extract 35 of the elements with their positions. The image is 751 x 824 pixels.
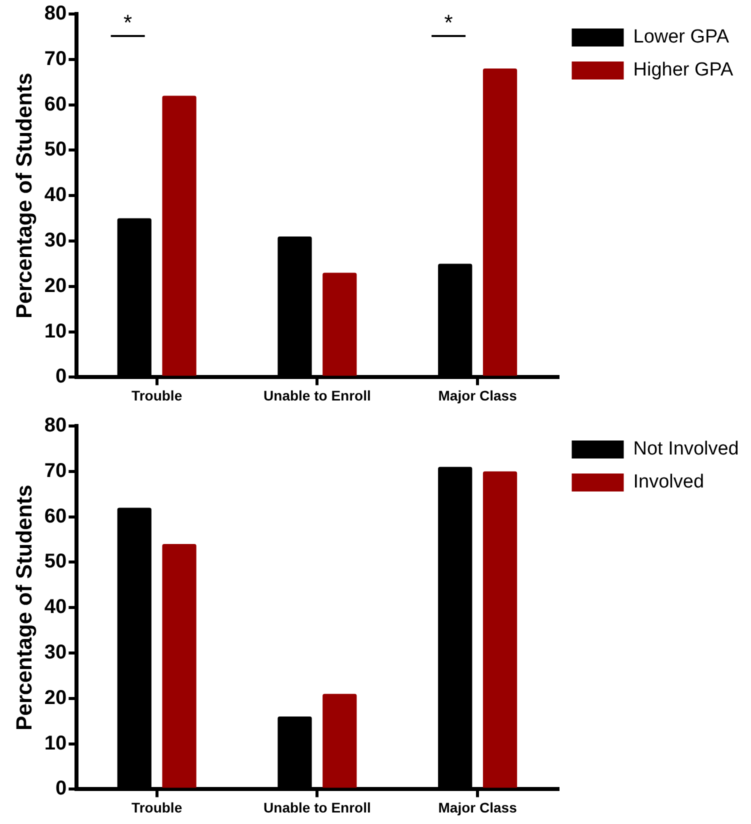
y-tick-label: 30 xyxy=(44,642,67,664)
y-tick-label: 0 xyxy=(56,778,67,800)
bar xyxy=(322,272,357,376)
y-tick-label: 10 xyxy=(44,320,67,342)
y-tick-label: 10 xyxy=(44,732,67,754)
y-tick-label: 40 xyxy=(44,596,67,618)
legend-label: Involved xyxy=(633,472,704,493)
y-tick-label: 80 xyxy=(44,2,67,25)
y-tick-label: 60 xyxy=(44,505,67,528)
y-tick-label: 0 xyxy=(56,366,67,388)
x-tick-label: Major Class xyxy=(438,799,518,816)
annotation: * xyxy=(124,10,133,36)
y-tick-label: 50 xyxy=(44,550,67,573)
y-tick-label: 80 xyxy=(44,414,67,437)
y-tick-label: 70 xyxy=(44,460,67,482)
annotation: * xyxy=(444,10,454,36)
legend-label: Not Involved xyxy=(633,438,739,460)
y-tick-label: 40 xyxy=(44,184,67,206)
y-tick-label: 20 xyxy=(44,686,67,709)
y-tick-label: 70 xyxy=(44,48,67,70)
bar xyxy=(482,68,518,376)
y-tick-label: 60 xyxy=(44,93,67,116)
x-tick-label: Trouble xyxy=(132,799,182,816)
legend-label: Higher GPA xyxy=(633,60,734,81)
y-tick-label: 20 xyxy=(44,274,67,297)
y-axis-title: Percentage of Students xyxy=(11,484,36,730)
y-axis-title: Percentage of Students xyxy=(11,72,36,318)
x-tick-label: Unable to Enroll xyxy=(264,799,371,816)
y-tick-label: 50 xyxy=(44,138,67,161)
x-tick-label: Major Class xyxy=(438,387,518,404)
x-tick-label: Trouble xyxy=(132,387,182,404)
bar xyxy=(162,96,196,376)
legend-label: Lower GPA xyxy=(633,26,730,48)
y-tick-label: 30 xyxy=(44,230,67,252)
x-tick-label: Unable to Enroll xyxy=(264,387,371,404)
